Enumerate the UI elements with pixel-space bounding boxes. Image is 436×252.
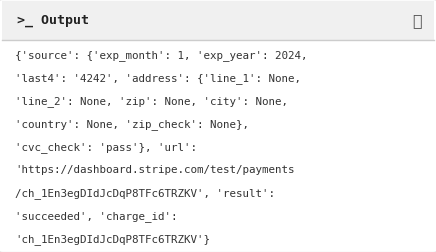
Text: 'succeeded', 'charge_id':: 'succeeded', 'charge_id': [15,211,178,222]
Text: {'source': {'exp_month': 1, 'exp_year': 2024,: {'source': {'exp_month': 1, 'exp_year': … [15,50,308,61]
Text: 🗑: 🗑 [412,13,422,28]
Text: /ch_1En3egDIdJcDqP8TFc6TRZKV', 'result':: /ch_1En3egDIdJcDqP8TFc6TRZKV', 'result': [15,188,275,199]
Text: 'ch_1En3egDIdJcDqP8TFc6TRZKV'}: 'ch_1En3egDIdJcDqP8TFc6TRZKV'} [15,234,210,245]
Text: 'https://dashboard.stripe.com/test/payments: 'https://dashboard.stripe.com/test/payme… [15,165,295,175]
Text: 'last4': '4242', 'address': {'line_1': None,: 'last4': '4242', 'address': {'line_1': N… [15,73,301,84]
Text: 'country': None, 'zip_check': None},: 'country': None, 'zip_check': None}, [15,119,249,130]
Text: 'line_2': None, 'zip': None, 'city': None,: 'line_2': None, 'zip': None, 'city': Non… [15,96,288,107]
FancyBboxPatch shape [2,1,434,40]
Text: >_ Output: >_ Output [17,14,89,27]
Text: 'cvc_check': 'pass'}, 'url':: 'cvc_check': 'pass'}, 'url': [15,142,197,153]
